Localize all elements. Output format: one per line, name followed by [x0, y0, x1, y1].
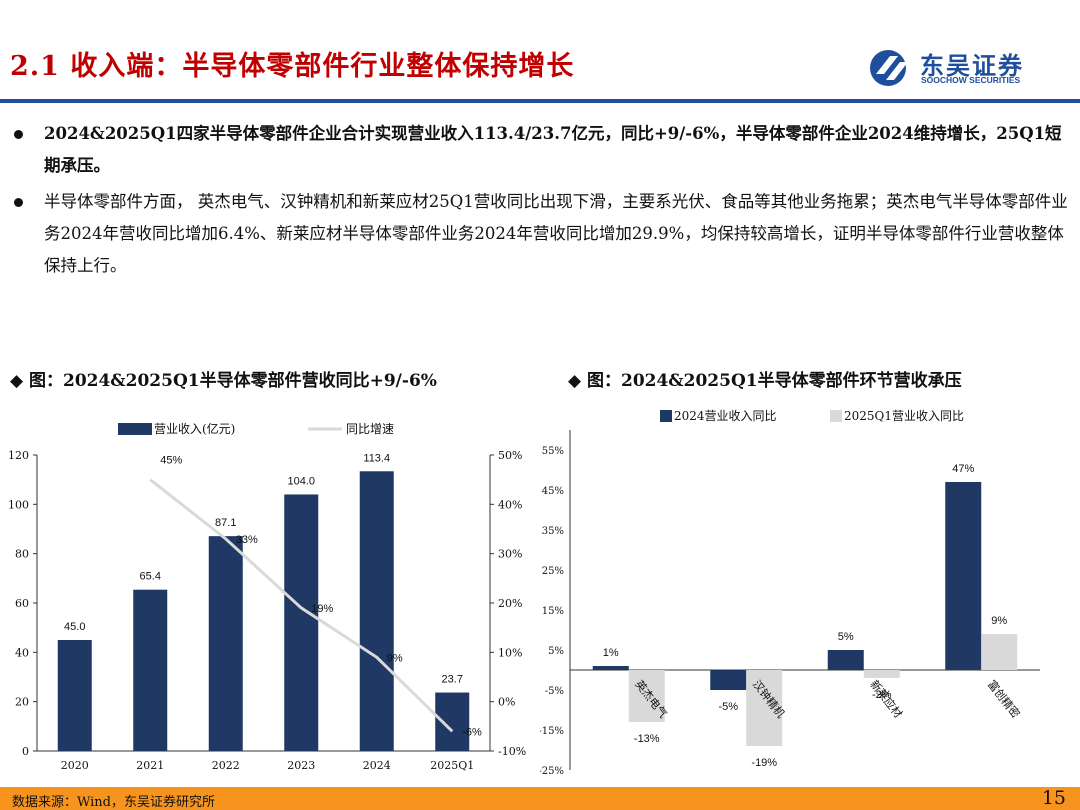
bullet-dot-icon [14, 130, 23, 139]
soochow-logo-icon [870, 50, 908, 86]
chart-title-right: ◆ 图：2024&2025Q1半导体零部件环节营收承压 [568, 371, 962, 391]
bar-revenue [133, 589, 168, 751]
bar-revenue [359, 471, 394, 751]
y-tick-label: 20 [15, 696, 29, 709]
x-tick-label: 2021 [136, 759, 164, 772]
bar-data-label: 47% [952, 463, 974, 475]
legend-label-2025q1: 2025Q1营业收入同比 [844, 409, 964, 423]
bar-2025q1 [981, 634, 1018, 670]
line-data-label: 9% [387, 652, 403, 664]
y2-tick-label: 0% [498, 696, 515, 709]
bar-data-label: -19% [751, 757, 777, 769]
chart-title-left: ◆ 图：2024&2025Q1半导体零部件营收同比+9/-6% [10, 371, 437, 391]
y-tick-label: 5% [548, 646, 564, 657]
y-tick-label: -5% [545, 686, 564, 697]
bar-data-label: -5% [718, 701, 738, 713]
legend-swatch-2025q1 [830, 410, 842, 422]
x-tick-label: 2020 [61, 759, 89, 772]
bar-data-label: 1% [603, 647, 619, 659]
legend-swatch-2024 [660, 410, 672, 422]
bar-2025q1 [628, 670, 665, 722]
bar-revenue [57, 640, 92, 751]
y-tick-label: 60 [15, 597, 29, 610]
y-tick-label: 0 [22, 745, 29, 758]
bar-data-label: 5% [838, 631, 854, 643]
y2-tick-label: 30% [498, 548, 522, 561]
header-divider [0, 99, 1080, 103]
segment-growth-chart: 2024营业收入同比 2025Q1营业收入同比 -25% -15% -5% 5% 15% 25… [540, 409, 1040, 777]
y2-tick-label: 40% [498, 498, 522, 511]
data-source: 数据来源：Wind，东吴证券研究所 [12, 795, 215, 810]
line-data-label: 33% [236, 534, 258, 546]
bar-data-label: -13% [634, 733, 660, 745]
bar-2024 [827, 650, 864, 670]
logo-chinese-name: 东吴证券 [920, 52, 1024, 80]
slide-title: 2.1 收入端：半导体零部件行业整体保持增长 [10, 51, 575, 82]
line-data-label: 45% [160, 455, 182, 467]
bar-2024 [710, 670, 747, 690]
y-tick-label: -15% [540, 726, 564, 737]
y2-tick-label: -10% [498, 745, 526, 758]
x-tick-label: 富创精密 [985, 677, 1023, 720]
bar-data-label: -2% [872, 689, 892, 701]
x-tick-label: 2022 [212, 759, 240, 772]
soochow-logo: 东吴证券 SOOCHOW SECURITIES [868, 46, 1068, 90]
logo-english-name: SOOCHOW SECURITIES [921, 75, 1021, 85]
y2-tick-label: 20% [498, 597, 522, 610]
x-tick-label: 2024 [363, 759, 391, 772]
legend-label-yoy: 同比增速 [346, 422, 394, 436]
bar-data-label: 65.4 [140, 571, 161, 583]
bar-data-label: 104.0 [287, 475, 315, 487]
y-tick-label: 25% [542, 566, 564, 577]
bar-data-label: 23.7 [442, 674, 463, 686]
bar-data-label: 113.4 [363, 452, 390, 464]
legend-swatch-revenue [118, 423, 152, 435]
bar-2025q1 [863, 670, 900, 678]
bullet-dot-icon [14, 198, 23, 207]
bar-2024 [592, 666, 629, 670]
legend-label-revenue: 营业收入(亿元) [154, 421, 235, 436]
page-number: 15 [1041, 787, 1066, 809]
bar-revenue [208, 536, 243, 751]
y-tick-label: 15% [542, 606, 564, 617]
y2-tick-label: 50% [498, 449, 522, 462]
y2-tick-label: 10% [498, 646, 522, 659]
y-tick-label: 35% [542, 526, 564, 537]
bar-data-label: 9% [991, 615, 1007, 627]
bullet-text: 2024&2025Q1四家半导体零部件企业合计实现营业收入113.4/23.7亿… [44, 124, 1062, 175]
bullet-text: 半导体零部件方面， 英杰电气、汉钟精机和新莱应材25Q1营收同比出现下滑，主要系… [44, 192, 1068, 275]
bar-revenue [435, 692, 470, 751]
line-yoy [149, 478, 454, 733]
x-tick-label: 2023 [287, 759, 315, 772]
revenue-growth-chart: 营业收入(亿元) 同比增速 0 20 40 60 80 100 120 -10% 0% 10% 20% 3… [8, 421, 526, 772]
y-tick-label: 40 [15, 646, 29, 659]
slide-header: 2.1 收入端：半导体零部件行业整体保持增长 东吴证券 SOOCHOW SECU… [0, 0, 1080, 103]
line-data-label: 19% [311, 603, 333, 615]
legend-label-2024: 2024营业收入同比 [674, 409, 777, 423]
y-tick-label: -25% [540, 766, 564, 777]
x-tick-label: 2025Q1 [430, 759, 474, 772]
y-tick-label: 55% [542, 446, 564, 457]
y-tick-label: 100 [8, 498, 29, 511]
slide-footer: 数据来源：Wind，东吴证券研究所 15 [0, 787, 1080, 810]
line-data-label: -6% [462, 726, 482, 738]
y-tick-label: 45% [542, 486, 564, 497]
bar-2024 [945, 482, 982, 670]
bar-data-label: 87.1 [215, 517, 236, 529]
bar-revenue [284, 494, 319, 751]
y-tick-label: 120 [8, 449, 29, 462]
bar-data-label: 45.0 [64, 621, 85, 633]
y-tick-label: 80 [15, 548, 29, 561]
bar-2025q1 [746, 670, 783, 746]
